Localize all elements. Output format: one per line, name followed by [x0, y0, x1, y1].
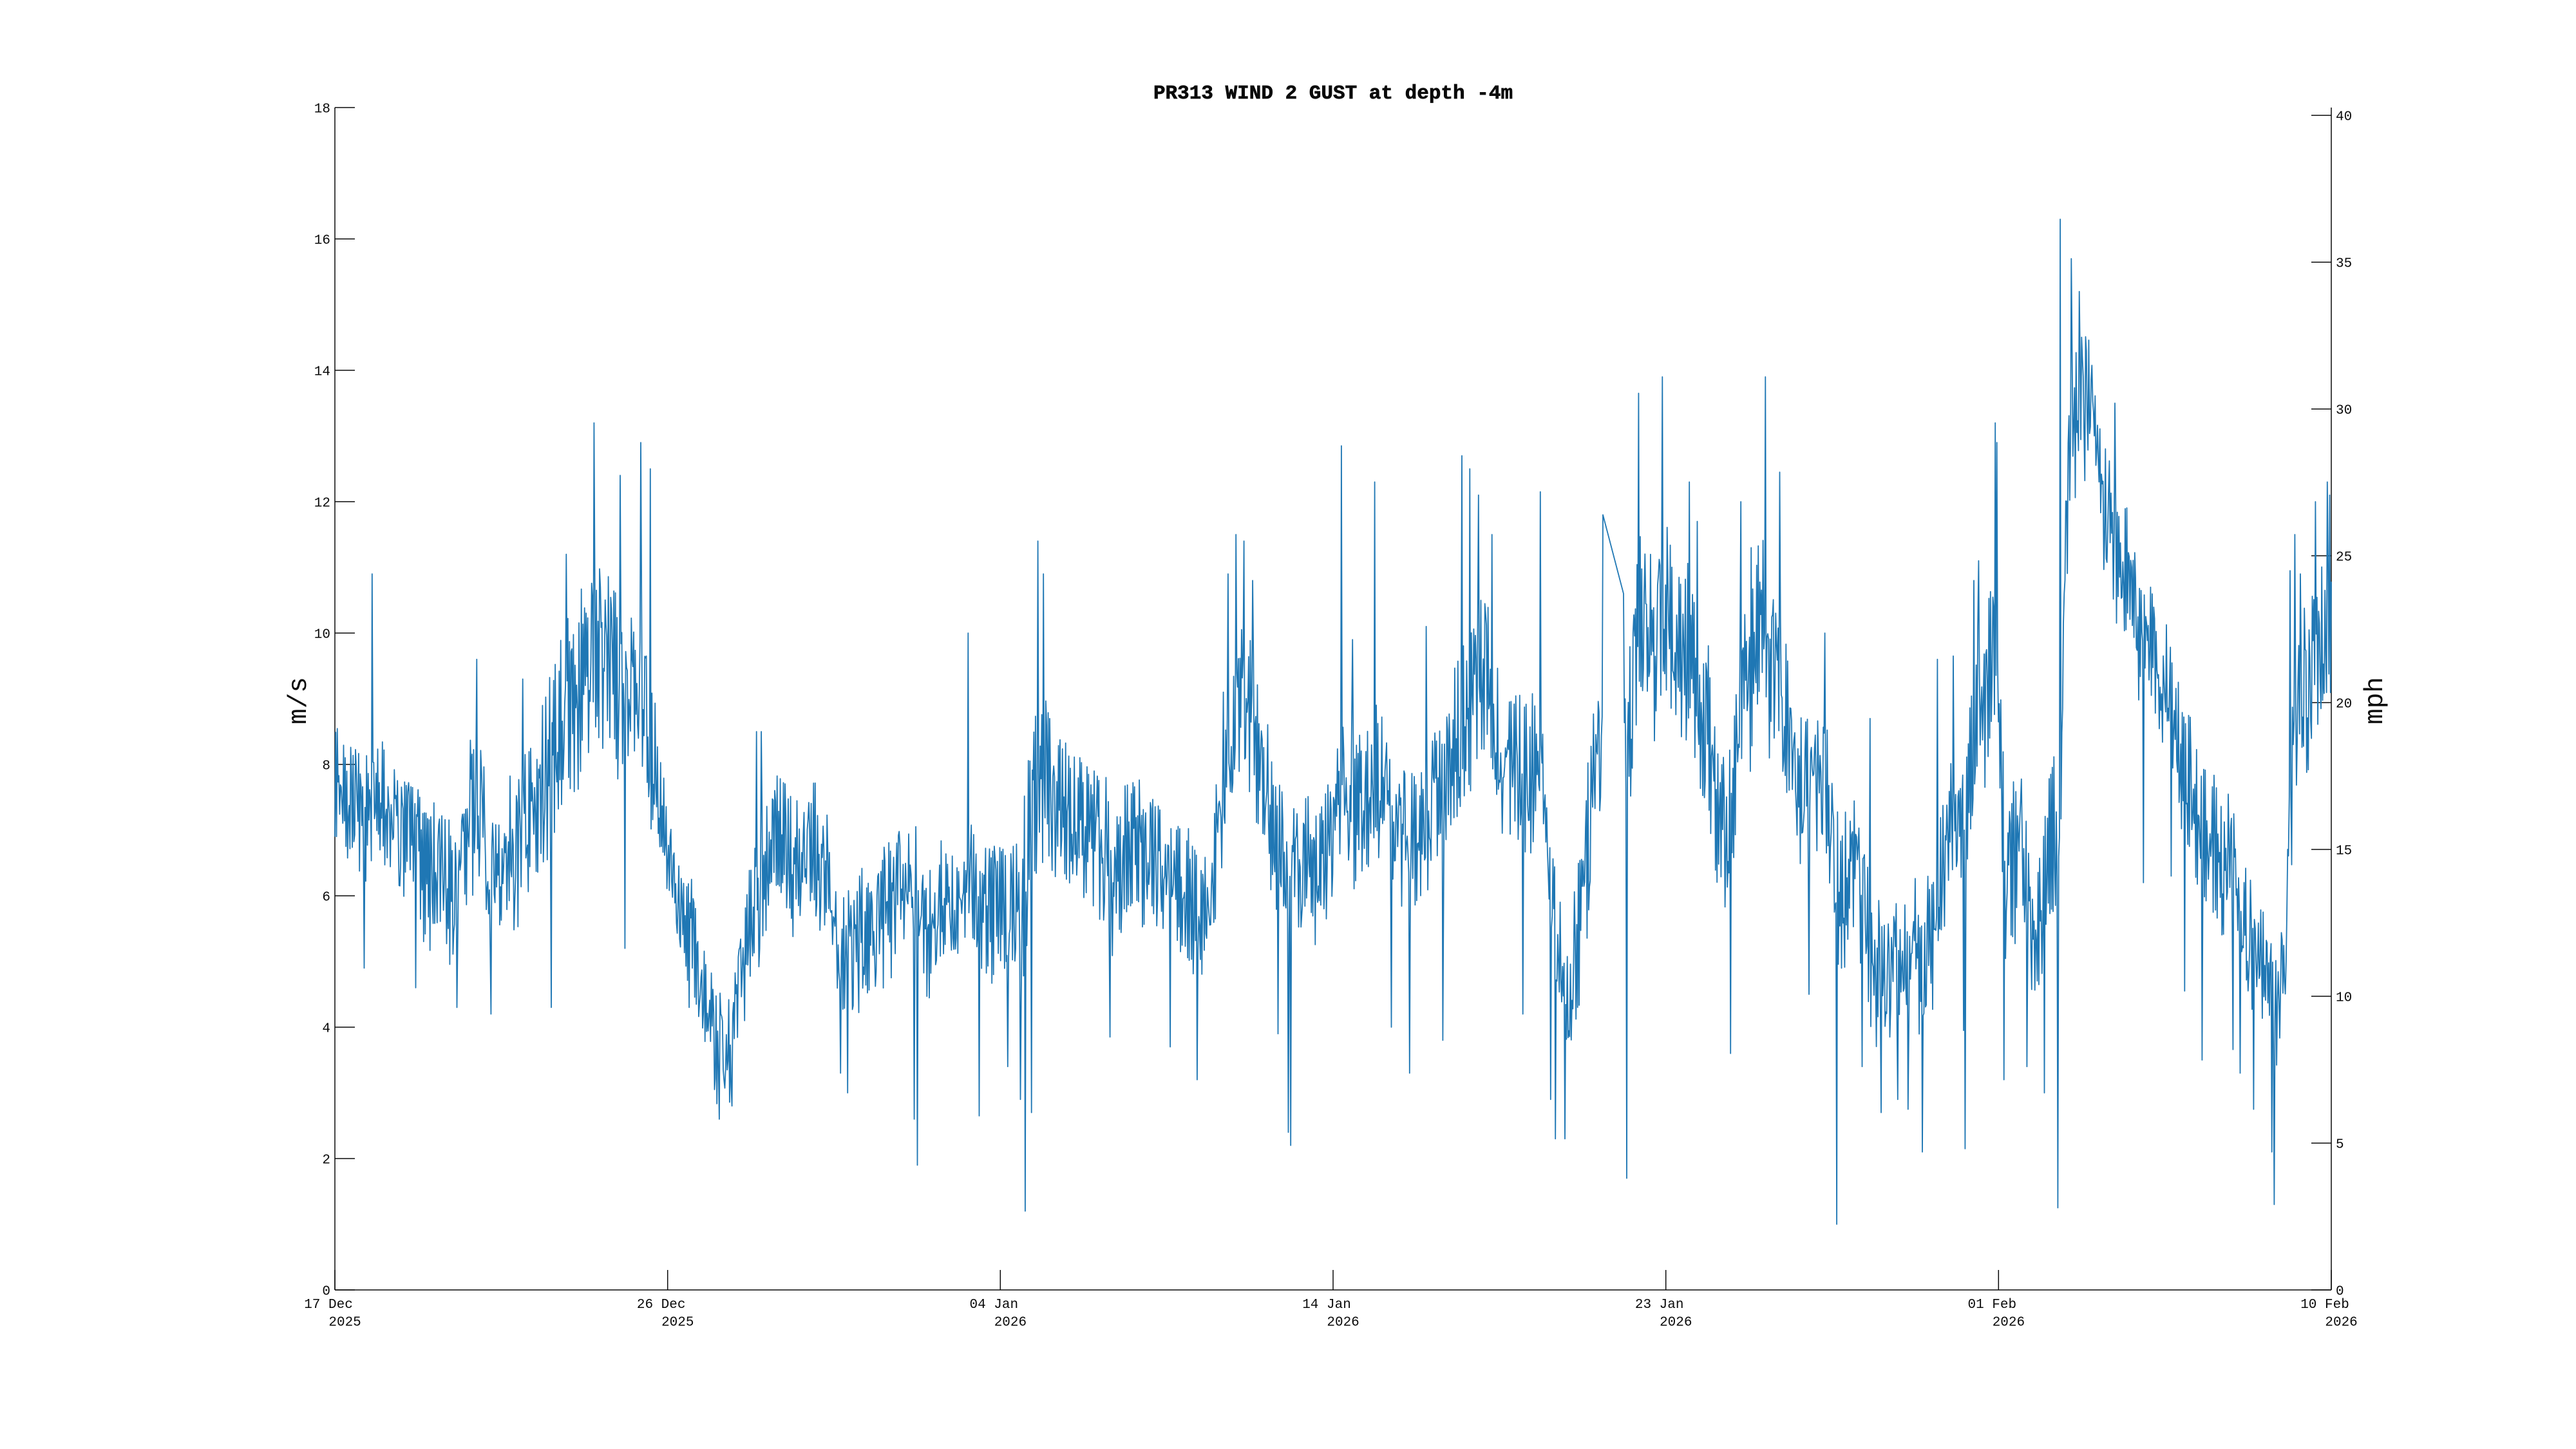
- svg-text:2026: 2026: [1660, 1316, 1692, 1331]
- svg-text:2: 2: [322, 1153, 330, 1168]
- svg-text:26 Dec: 26 Dec: [637, 1298, 686, 1312]
- svg-text:23 Jan: 23 Jan: [1635, 1298, 1684, 1312]
- svg-text:30: 30: [2336, 404, 2352, 419]
- svg-text:10 Feb: 10 Feb: [2300, 1298, 2349, 1312]
- svg-text:2026: 2026: [1993, 1316, 2025, 1331]
- svg-text:5: 5: [2336, 1138, 2344, 1153]
- svg-text:10: 10: [314, 628, 330, 643]
- svg-text:25: 25: [2336, 551, 2352, 565]
- svg-text:6: 6: [322, 891, 330, 905]
- svg-text:14: 14: [314, 365, 330, 380]
- svg-text:2025: 2025: [661, 1316, 694, 1331]
- svg-text:12: 12: [314, 497, 330, 511]
- svg-text:2026: 2026: [2325, 1316, 2357, 1331]
- svg-text:2026: 2026: [1327, 1316, 1359, 1331]
- svg-text:35: 35: [2336, 257, 2352, 272]
- svg-text:0: 0: [2336, 1285, 2344, 1300]
- svg-text:PR313 WIND 2 GUST at depth -4m: PR313 WIND 2 GUST at depth -4m: [1153, 82, 1513, 105]
- svg-text:16: 16: [314, 234, 330, 249]
- svg-text:17 Dec: 17 Dec: [304, 1298, 353, 1312]
- svg-text:14 Jan: 14 Jan: [1302, 1298, 1351, 1312]
- svg-text:m/s: m/s: [285, 677, 314, 724]
- svg-text:10: 10: [2336, 991, 2352, 1006]
- svg-text:2026: 2026: [994, 1316, 1027, 1331]
- svg-text:04 Jan: 04 Jan: [969, 1298, 1018, 1312]
- svg-text:mph: mph: [2361, 677, 2391, 724]
- svg-text:2025: 2025: [328, 1316, 361, 1331]
- svg-text:18: 18: [314, 102, 330, 117]
- svg-text:15: 15: [2336, 844, 2352, 859]
- svg-text:40: 40: [2336, 110, 2352, 125]
- svg-text:8: 8: [322, 759, 330, 774]
- svg-text:20: 20: [2336, 697, 2352, 712]
- svg-text:01 Feb: 01 Feb: [1967, 1298, 2016, 1312]
- svg-text:4: 4: [322, 1022, 330, 1037]
- svg-text:0: 0: [322, 1285, 330, 1300]
